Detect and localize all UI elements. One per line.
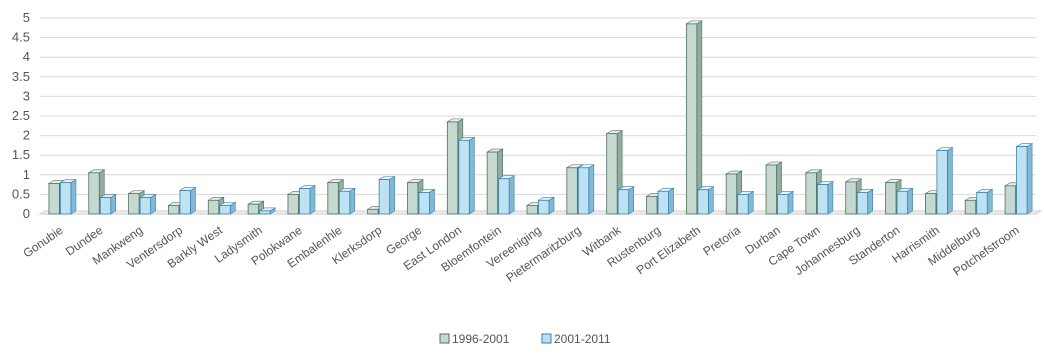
- x-tick-label: Gonubie: [20, 223, 65, 261]
- x-tick-label: Pretoria: [700, 223, 743, 259]
- legend-item-1996-2001: 1996-2001: [439, 332, 510, 346]
- bar-2001-2011-witbank: [617, 186, 635, 215]
- y-tick-label: 5: [23, 10, 30, 25]
- bar-2001-2011-dundee: [99, 194, 117, 215]
- bar-2001-2011-port-elizabeth: [696, 186, 715, 215]
- bar-2001-2011-middelburg: [975, 188, 994, 215]
- bars: [47, 20, 1034, 215]
- bar-2001-2011-mankweng: [139, 194, 157, 215]
- bar-2001-2011-vereeniging: [537, 196, 556, 215]
- y-axis: 0 0.5 1 1.5 2 2.5 3 3.5 4 4.5 5: [12, 10, 30, 221]
- bar-2001-2011-klerksdorp: [378, 175, 396, 215]
- bar-2001-2011-durban: [776, 190, 795, 215]
- bar-2001-2011-pietermaritzburg: [577, 164, 595, 215]
- y-tick-label: 3: [23, 88, 30, 103]
- bar-2001-2011-johannesburg: [856, 188, 874, 215]
- bar-2001-2011-george: [417, 188, 436, 215]
- legend-item-2001-2011: 2001-2011: [541, 332, 611, 346]
- bar-2001-2011-bloemfontein: [497, 175, 516, 215]
- legend-label-2001-2011: 2001-2011: [554, 332, 611, 346]
- bar-1996-2001-port-elizabeth: [685, 20, 703, 215]
- bar-2001-2011-potchefstroom: [1015, 143, 1034, 215]
- y-tick-label: 4.5: [12, 30, 30, 45]
- y-tick-label: 1: [23, 167, 30, 182]
- bar-2001-2011-rustenburg: [656, 187, 675, 215]
- bar-2001-2011-standerton: [895, 187, 914, 215]
- bar-2001-2011-gonubie: [59, 179, 78, 215]
- bar-1996-2001-durban: [764, 161, 783, 215]
- y-tick-label: 1.5: [12, 147, 30, 162]
- bar-2001-2011-ladysmith: [258, 207, 277, 215]
- bar-2001-2011-harrismith: [935, 146, 954, 215]
- bar-2001-2011-embalenhle: [338, 187, 356, 215]
- y-tick-label: 0: [23, 206, 30, 221]
- legend-swatch-1996-2001: [439, 333, 450, 344]
- bar-2001-2011-pretoria: [736, 190, 755, 215]
- y-tick-label: 4: [23, 49, 30, 64]
- bar-2001-2011-barkly-west: [218, 201, 237, 215]
- bar-2001-2011-ventersdorp: [178, 186, 197, 215]
- legend-label-1996-2001: 1996-2001: [452, 332, 510, 346]
- y-tick-label: 2: [23, 128, 30, 143]
- bar-2001-2011-cape-town: [816, 181, 834, 215]
- legend-swatch-2001-2011: [541, 333, 552, 344]
- legend: 1996-2001 2001-2011: [439, 332, 611, 346]
- bar-2001-2011-polokwane: [298, 184, 317, 215]
- y-tick-label: 2.5: [12, 108, 30, 123]
- bar-2001-2011-east-london: [457, 136, 476, 215]
- y-tick-label: 3.5: [12, 69, 30, 84]
- y-tick-label: 0.5: [12, 186, 30, 201]
